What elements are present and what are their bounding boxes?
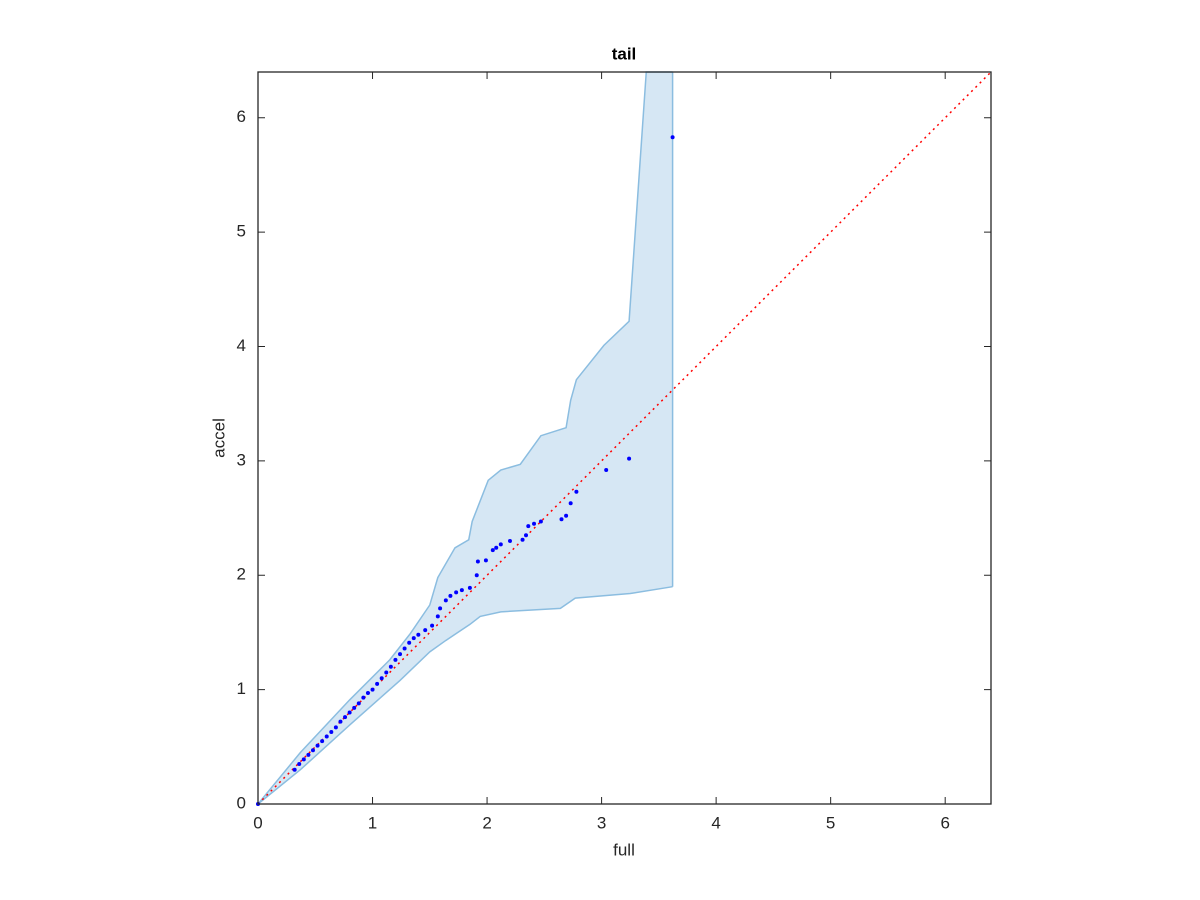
data-point xyxy=(379,676,384,681)
y-tick-label: 3 xyxy=(237,450,246,469)
data-point xyxy=(494,545,499,550)
data-point xyxy=(370,687,375,692)
y-tick-label: 0 xyxy=(237,793,246,812)
data-point xyxy=(310,748,315,753)
data-point xyxy=(526,524,531,529)
data-point xyxy=(306,752,311,757)
data-point xyxy=(329,729,334,734)
data-point xyxy=(568,501,573,506)
data-point xyxy=(356,701,361,706)
data-point xyxy=(398,652,403,657)
x-tick-label: 4 xyxy=(711,813,720,832)
data-point xyxy=(338,719,343,724)
data-point xyxy=(532,521,537,526)
data-point xyxy=(375,681,380,686)
y-tick-label: 1 xyxy=(237,679,246,698)
data-point xyxy=(361,695,366,700)
data-point xyxy=(365,691,370,696)
data-point xyxy=(388,664,393,669)
data-point xyxy=(448,593,453,598)
data-point xyxy=(507,538,512,543)
band-fill xyxy=(258,72,673,804)
data-point xyxy=(315,743,320,748)
data-point xyxy=(347,710,352,715)
x-tick-label: 0 xyxy=(253,813,262,832)
data-point xyxy=(559,517,564,522)
data-point xyxy=(324,734,329,739)
y-tick-label: 5 xyxy=(237,222,246,241)
data-point xyxy=(454,590,459,595)
data-point xyxy=(297,761,302,766)
data-point xyxy=(459,588,464,593)
y-axis-label: accel xyxy=(209,418,228,458)
data-point xyxy=(574,489,579,494)
y-tick-label: 2 xyxy=(237,565,246,584)
x-tick-label: 2 xyxy=(482,813,491,832)
data-point xyxy=(483,558,488,563)
x-tick-label: 1 xyxy=(368,813,377,832)
data-point xyxy=(292,767,297,772)
data-point xyxy=(475,559,480,564)
data-point xyxy=(490,548,495,553)
y-tick-label: 6 xyxy=(237,107,246,126)
data-point xyxy=(384,670,389,675)
data-point xyxy=(343,715,348,720)
axes-box xyxy=(257,71,992,805)
x-tick-label: 3 xyxy=(597,813,606,832)
data-point xyxy=(538,519,543,524)
data-point xyxy=(604,468,609,473)
data-point xyxy=(467,585,472,590)
y-tick-label: 4 xyxy=(237,336,246,355)
data-point xyxy=(474,573,479,578)
x-axis-label: full xyxy=(613,840,635,859)
data-point xyxy=(393,657,398,662)
data-point xyxy=(407,640,412,645)
data-point xyxy=(402,646,407,651)
data-point xyxy=(430,623,435,628)
data-point xyxy=(435,614,440,619)
band-edge xyxy=(257,585,673,805)
data-point xyxy=(520,537,525,542)
data-point xyxy=(524,533,529,538)
data-point xyxy=(352,705,357,710)
data-point xyxy=(301,757,306,762)
data-point xyxy=(333,725,338,730)
chart-title: tail xyxy=(612,44,637,63)
data-point xyxy=(670,135,675,140)
data-point xyxy=(443,598,448,603)
band-edge xyxy=(257,71,673,805)
x-tick-label: 6 xyxy=(940,813,949,832)
x-tick-label: 5 xyxy=(826,813,835,832)
data-point xyxy=(320,739,325,744)
data-point xyxy=(564,513,569,518)
data-point xyxy=(627,456,632,461)
data-point xyxy=(498,542,503,547)
data-point xyxy=(416,632,421,637)
reference-line xyxy=(257,71,992,805)
data-point xyxy=(423,628,428,633)
data-point xyxy=(411,636,416,641)
data-point xyxy=(438,606,443,611)
